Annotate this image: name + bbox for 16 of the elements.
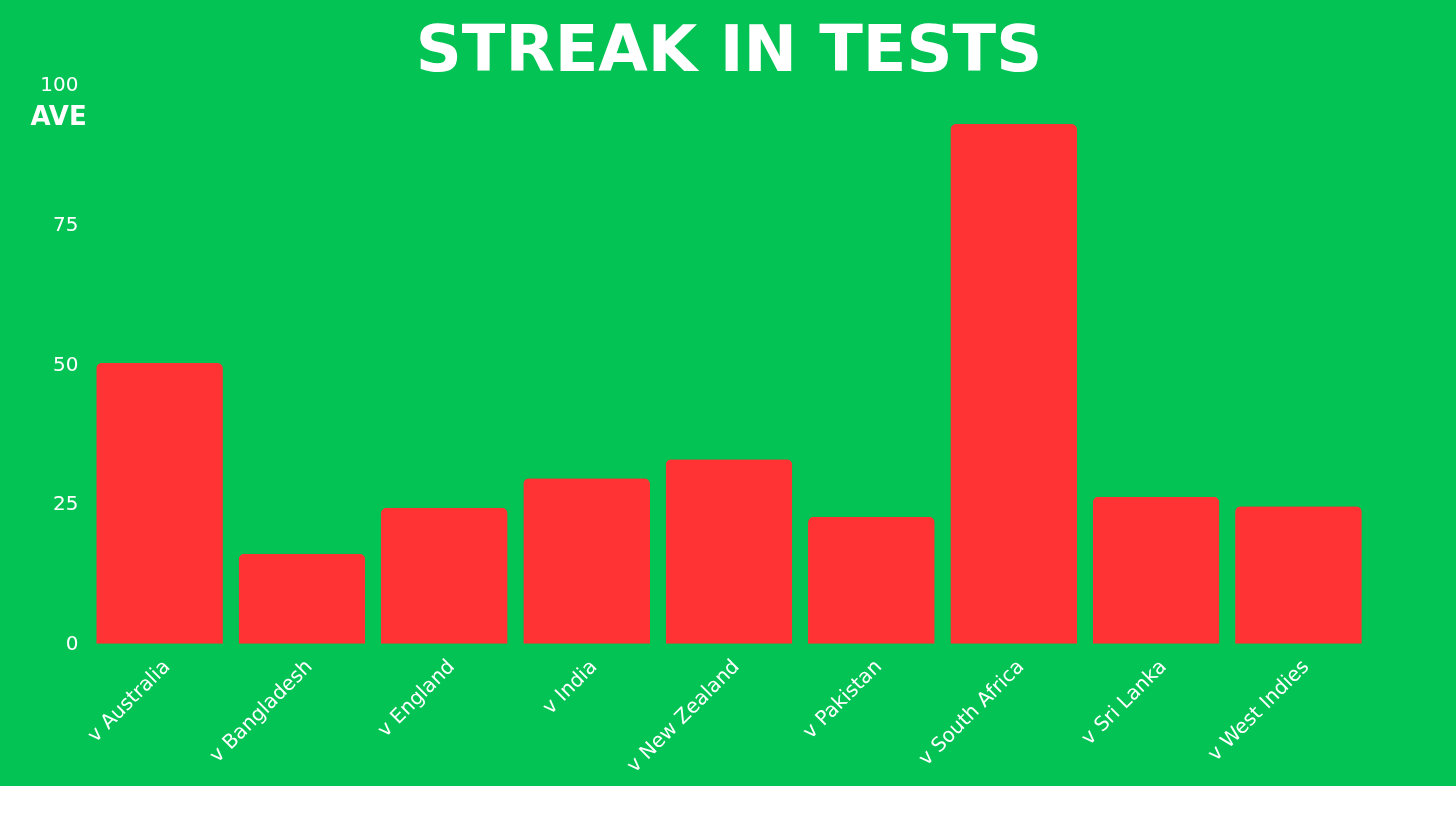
y-tick-label: 100 xyxy=(40,71,79,96)
bar xyxy=(238,553,366,644)
y-axis-title: AVE xyxy=(30,100,87,131)
bar xyxy=(950,123,1078,644)
bar xyxy=(96,362,223,644)
bar xyxy=(808,516,935,644)
bar xyxy=(665,459,793,644)
y-tick-label: 25 xyxy=(53,491,79,516)
bar xyxy=(380,507,508,644)
y-tick-label: 0 xyxy=(65,631,79,656)
chart-title: STREAK IN TESTS xyxy=(415,12,1043,87)
y-tick-label: 50 xyxy=(53,351,79,376)
y-tick-label: 75 xyxy=(53,211,79,236)
bar xyxy=(1235,506,1362,644)
bar xyxy=(1092,496,1220,644)
bar xyxy=(523,478,650,644)
